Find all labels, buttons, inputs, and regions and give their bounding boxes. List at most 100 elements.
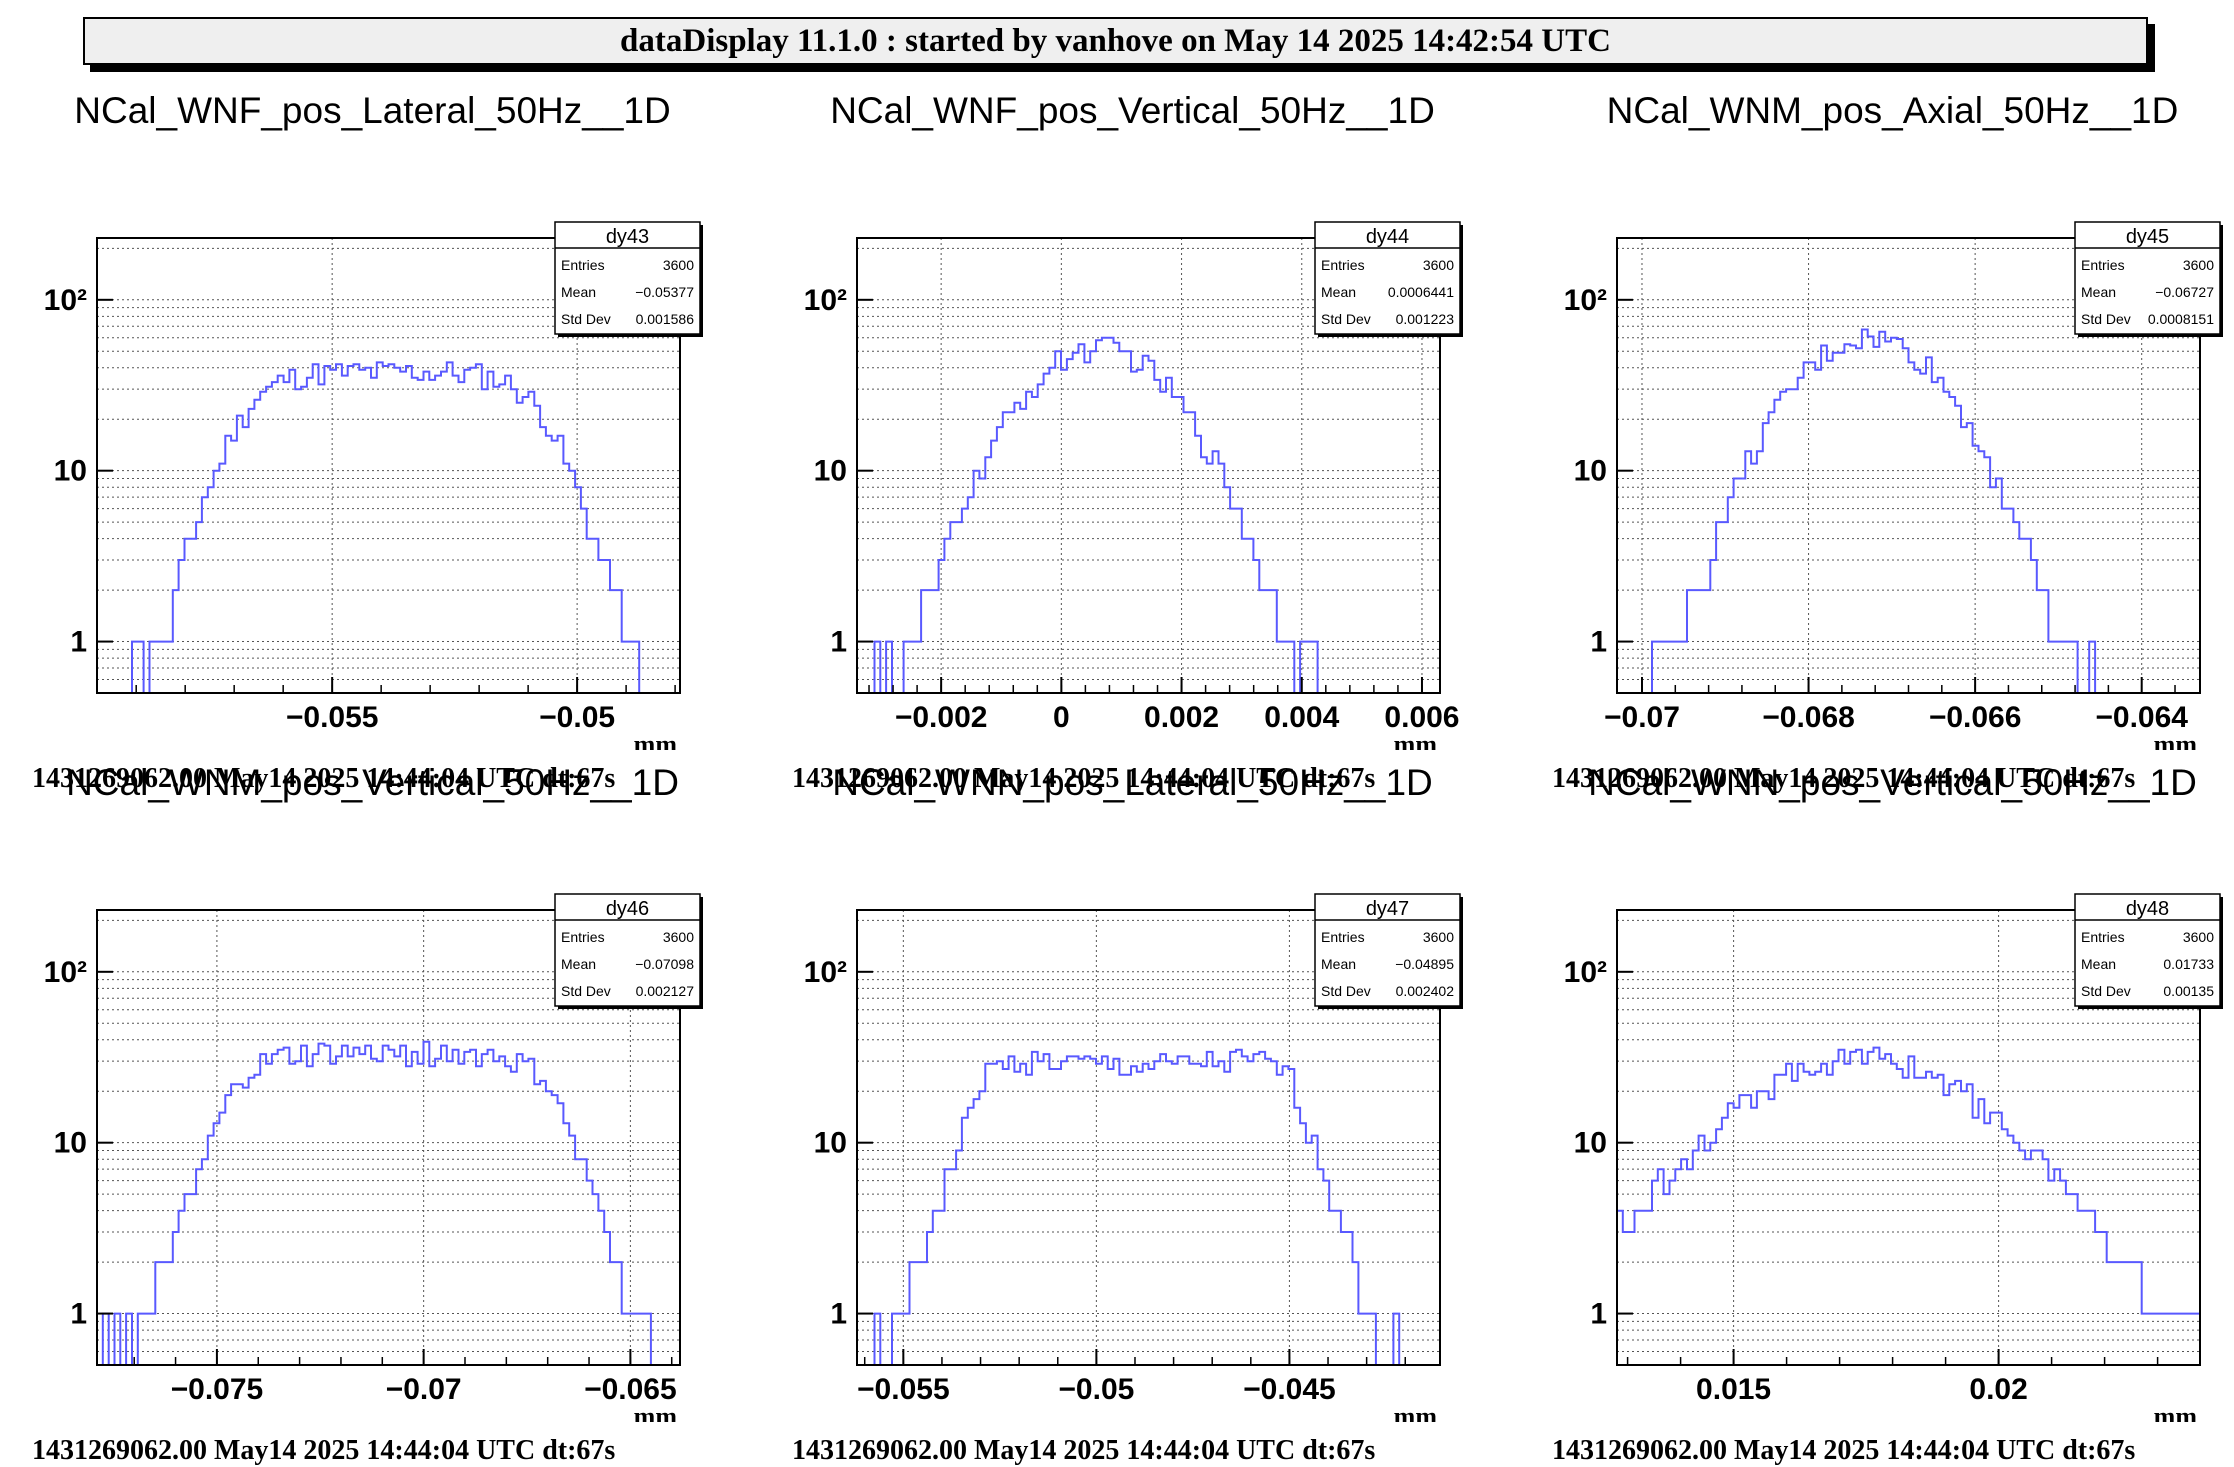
x-tick-label: −0.07 xyxy=(386,1373,462,1406)
histogram-footer-timestamp: 1431269062.00 May14 2025 14:44:04 UTC dt… xyxy=(1552,763,2136,794)
stats-stddev-label: Std Dev xyxy=(2081,311,2131,327)
stats-entries-value: 3600 xyxy=(663,929,694,945)
stats-stddev-label: Std Dev xyxy=(2081,983,2131,999)
stats-mean-label: Mean xyxy=(561,956,596,972)
stats-entries-label: Entries xyxy=(2081,257,2125,273)
x-tick-label: 0.006 xyxy=(1384,701,1459,734)
x-axis-unit: mm xyxy=(634,730,678,750)
stats-mean-label: Mean xyxy=(2081,956,2116,972)
y-tick-label: 1 xyxy=(1590,626,1607,659)
histogram-panel: −0.07 −0.068 −0.066 −0.064 1 10 10² mm dy45 Entri… xyxy=(1520,70,2234,794)
stats-stddev-value: 0.001586 xyxy=(636,311,695,327)
histogram-footer-timestamp: 1431269062.00 May14 2025 14:44:04 UTC dt… xyxy=(32,1435,616,1466)
x-tick-label: −0.064 xyxy=(2095,701,2188,734)
stats-stddev-label: Std Dev xyxy=(561,983,611,999)
y-tick-label: 1 xyxy=(70,626,87,659)
stats-stddev-label: Std Dev xyxy=(561,311,611,327)
stats-mean-value: 0.01733 xyxy=(2163,956,2214,972)
x-tick-label: −0.07 xyxy=(1604,701,1680,734)
stats-entries-value: 3600 xyxy=(1423,257,1454,273)
histogram-footer-timestamp: 1431269062.00 May14 2025 14:44:04 UTC dt… xyxy=(32,763,616,794)
histogram-footer-timestamp: 1431269062.00 May14 2025 14:44:04 UTC dt… xyxy=(1552,1435,2136,1466)
x-tick-label: −0.055 xyxy=(286,701,379,734)
y-tick-label: 10² xyxy=(1564,956,1607,989)
y-tick-label: 10 xyxy=(814,1127,847,1160)
histogram-line xyxy=(857,336,1440,694)
y-tick-label: 10 xyxy=(814,455,847,488)
plot-frame xyxy=(856,909,1441,1366)
stats-stddev-label: Std Dev xyxy=(1321,983,1371,999)
y-tick-label: 10² xyxy=(1564,284,1607,317)
histogram-title: NCal_WNM_pos_Vertical_50Hz__1D xyxy=(66,762,679,803)
stats-hist-name: dy48 xyxy=(2126,898,2169,920)
x-axis-unit: mm xyxy=(2154,730,2198,750)
stats-mean-value: −0.07098 xyxy=(635,956,694,972)
stats-stddev-value: 0.002127 xyxy=(636,983,695,999)
stats-entries-value: 3600 xyxy=(2183,929,2214,945)
x-tick-label: −0.066 xyxy=(1929,701,2022,734)
x-tick-label: −0.002 xyxy=(895,701,988,734)
x-axis-unit: mm xyxy=(1394,1402,1438,1422)
plot-frame xyxy=(1616,909,2201,1366)
histogram-line xyxy=(97,361,680,694)
plot-frame xyxy=(96,909,681,1366)
stats-entries-label: Entries xyxy=(2081,929,2125,945)
x-axis-unit: mm xyxy=(2154,1402,2198,1422)
plot-frame xyxy=(96,237,681,694)
y-tick-label: 1 xyxy=(70,1298,87,1331)
y-tick-label: 10² xyxy=(804,284,847,317)
stats-entries-label: Entries xyxy=(1321,257,1365,273)
stats-stddev-value: 0.00135 xyxy=(2163,983,2214,999)
stats-hist-name: dy43 xyxy=(606,226,649,248)
stats-entries-value: 3600 xyxy=(2183,257,2214,273)
x-tick-label: −0.055 xyxy=(857,1373,950,1406)
histogram-panel: 0.015 0.02 1 10 10² mm dy48 Entries 3600 Mean 0.01… xyxy=(1520,742,2234,1466)
canvas-header: dataDisplay 11.1.0 : started by vanhove … xyxy=(83,17,2148,65)
stats-stddev-label: Std Dev xyxy=(1321,311,1371,327)
plot-frame xyxy=(856,237,1441,694)
histogram-footer-timestamp: 1431269062.00 May14 2025 14:44:04 UTC dt… xyxy=(792,1435,1376,1466)
histogram-line xyxy=(1617,328,2200,694)
y-tick-label: 10 xyxy=(54,1127,87,1160)
x-tick-label: −0.045 xyxy=(1243,1373,1336,1406)
stats-entries-value: 3600 xyxy=(1423,929,1454,945)
histogram-title: NCal_WNN_pos_Vertical_50Hz__1D xyxy=(1588,762,2197,803)
histogram-line xyxy=(857,1048,1440,1366)
stats-mean-value: −0.05377 xyxy=(635,284,694,300)
stats-entries-value: 3600 xyxy=(663,257,694,273)
x-tick-label: 0.002 xyxy=(1144,701,1219,734)
x-tick-label: 0 xyxy=(1053,701,1070,734)
stats-stddev-value: 0.001223 xyxy=(1396,311,1455,327)
histogram-line xyxy=(97,1040,680,1366)
x-tick-label: −0.075 xyxy=(171,1373,264,1406)
y-tick-label: 10² xyxy=(44,284,87,317)
histogram-footer-timestamp: 1431269062.00 May14 2025 14:44:04 UTC dt… xyxy=(792,763,1376,794)
stats-mean-value: 0.0006441 xyxy=(1388,284,1454,300)
histogram-title: NCal_WNM_pos_Axial_50Hz__1D xyxy=(1606,90,2179,131)
x-tick-label: −0.05 xyxy=(1058,1373,1134,1406)
stats-hist-name: dy45 xyxy=(2126,226,2169,248)
stats-stddev-value: 0.002402 xyxy=(1396,983,1455,999)
y-tick-label: 10² xyxy=(804,956,847,989)
histogram-plot: −0.002 0 0.002 0.004 0.006 1 10 10² mm dy44Entrie… xyxy=(804,221,1463,750)
stats-hist-name: dy44 xyxy=(1366,226,1409,248)
x-tick-label: −0.05 xyxy=(539,701,615,734)
x-axis-unit: mm xyxy=(634,1402,678,1422)
x-tick-label: 0.02 xyxy=(1969,1373,2027,1406)
stats-mean-value: −0.06727 xyxy=(2155,284,2214,300)
histogram-plot: −0.07 −0.068 −0.066 −0.064 1 10 10² mm dy45Entri… xyxy=(1564,221,2223,750)
stats-mean-label: Mean xyxy=(1321,956,1356,972)
y-tick-label: 10² xyxy=(44,956,87,989)
y-tick-label: 1 xyxy=(830,1298,847,1331)
stats-entries-label: Entries xyxy=(1321,929,1365,945)
stats-mean-label: Mean xyxy=(561,284,596,300)
histogram-panel: −0.055 −0.05 −0.045 1 10 10² mm dy47 Entries 3600… xyxy=(760,742,1505,1466)
